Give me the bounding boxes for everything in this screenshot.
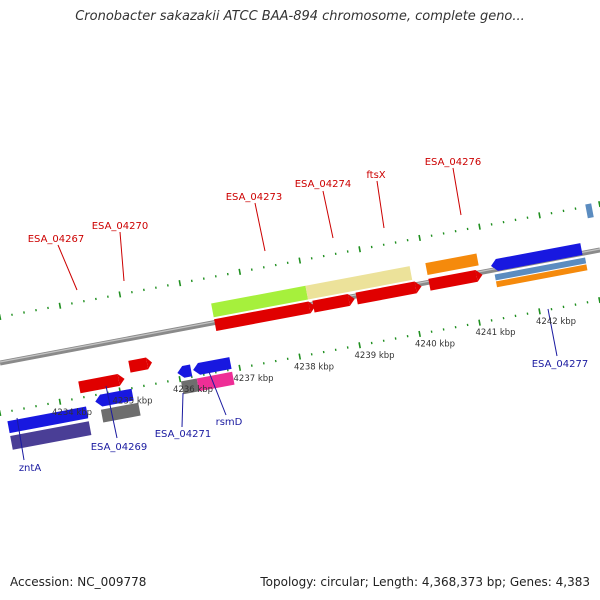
gene-label-esa-04277[interactable]: ESA_04277 xyxy=(532,359,589,370)
genome-summary: Topology: circular; Length: 4,368,373 bp… xyxy=(260,575,590,589)
gene-feature[interactable] xyxy=(475,269,483,282)
forward-genes xyxy=(78,253,483,394)
gene-feature[interactable] xyxy=(145,357,153,370)
callout-line xyxy=(376,180,385,229)
scale-label: 4239 kbp xyxy=(355,351,395,361)
callout-line xyxy=(105,385,118,439)
minor-tick xyxy=(166,284,169,287)
major-tick xyxy=(418,330,421,338)
major-tick xyxy=(538,308,541,315)
gene-feature[interactable] xyxy=(347,293,356,306)
gene-label-esa-04273[interactable]: ESA_04273 xyxy=(226,192,283,203)
gene-label-esa-04267[interactable]: ESA_04267 xyxy=(28,234,85,245)
gene-feature[interactable] xyxy=(585,203,594,219)
gene-feature[interactable] xyxy=(355,281,417,305)
reverse-genes xyxy=(7,203,594,450)
major-tick xyxy=(238,268,242,275)
scale-label: 4242 kbp xyxy=(536,317,576,327)
gene-feature[interactable] xyxy=(94,388,134,408)
minor-tick xyxy=(274,263,277,267)
major-tick xyxy=(118,291,122,298)
minor-tick xyxy=(502,220,505,224)
top-tick-track xyxy=(0,201,600,321)
gene-label-esa-04270[interactable]: ESA_04270 xyxy=(92,221,149,232)
major-tick xyxy=(238,364,242,371)
gene-feature[interactable] xyxy=(7,406,89,434)
major-tick xyxy=(178,376,182,383)
major-tick xyxy=(58,302,62,309)
gene-label-znta[interactable]: zntA xyxy=(19,463,42,474)
gene-feature[interactable] xyxy=(181,378,200,395)
gene-label-rsmd[interactable]: rsmD xyxy=(216,417,243,428)
gene-feature[interactable] xyxy=(312,294,350,313)
gene-feature[interactable] xyxy=(414,280,423,294)
gene-label-esa-04271[interactable]: ESA_04271 xyxy=(155,429,212,440)
major-tick xyxy=(478,223,481,230)
gene-feature[interactable] xyxy=(211,285,309,318)
major-tick xyxy=(178,280,182,287)
gene-feature[interactable] xyxy=(490,243,583,272)
scale-label: 4235 kbp xyxy=(113,397,153,407)
minor-tick xyxy=(166,380,169,383)
major-tick xyxy=(478,319,481,326)
gene-feature[interactable] xyxy=(128,357,149,373)
major-tick xyxy=(0,409,2,417)
callout-line xyxy=(254,202,266,252)
bottom-tick-track xyxy=(0,297,600,417)
callout-line xyxy=(57,244,78,291)
callout-line xyxy=(322,190,334,239)
scale-label: 4234 kbp xyxy=(52,408,92,418)
callout-line xyxy=(208,371,227,416)
major-tick xyxy=(58,398,62,405)
callout-line xyxy=(119,231,125,282)
callout-line xyxy=(547,308,558,357)
major-tick xyxy=(358,246,361,253)
scale-labels: 4234 kbp 4235 kbp 4236 kbp 4237 kbp 4238 kbp… xyxy=(52,317,576,418)
scale-label: 4238 kbp xyxy=(294,362,334,372)
callout-line xyxy=(16,417,25,461)
gene-feature[interactable] xyxy=(494,257,587,281)
gene-feature[interactable] xyxy=(495,264,588,288)
gene-feature[interactable] xyxy=(305,266,413,300)
major-tick xyxy=(0,313,2,321)
gene-feature[interactable] xyxy=(196,371,235,392)
major-tick xyxy=(538,212,541,219)
major-tick xyxy=(298,353,302,360)
callout-line xyxy=(452,167,462,216)
gene-feature[interactable] xyxy=(214,301,311,332)
scale-label: 4241 kbp xyxy=(476,328,516,338)
gene-label-ftsx[interactable]: ftsX xyxy=(366,170,385,181)
gene-feature[interactable] xyxy=(10,421,92,450)
gene-feature[interactable] xyxy=(308,300,316,314)
gene-label-esa-04276[interactable]: ESA_04276 xyxy=(425,157,482,168)
gene-feature[interactable] xyxy=(192,357,232,376)
gene-label-esa-04274[interactable]: ESA_04274 xyxy=(295,179,352,190)
scale-label: 4237 kbp xyxy=(234,374,274,384)
callout-line xyxy=(181,392,184,428)
gene-feature[interactable] xyxy=(100,402,141,423)
map-title: Cronobacter sakazakii ATCC BAA-894 chrom… xyxy=(75,9,525,24)
gene-label-esa-04269[interactable]: ESA_04269 xyxy=(91,442,148,453)
gene-feature[interactable] xyxy=(78,374,120,394)
scale-label: 4236 kbp xyxy=(173,385,213,395)
gene-feature[interactable] xyxy=(428,269,478,291)
scale-label: 4240 kbp xyxy=(415,340,455,350)
minor-tick xyxy=(274,359,277,363)
accession-text: Accession: NC_009778 xyxy=(10,575,147,589)
gene-feature[interactable] xyxy=(117,373,126,386)
major-tick xyxy=(358,342,361,349)
minor-tick xyxy=(502,316,505,320)
gene-feature[interactable] xyxy=(425,253,479,275)
major-tick xyxy=(418,234,421,242)
major-tick xyxy=(298,257,302,264)
gene-feature[interactable] xyxy=(176,364,193,378)
